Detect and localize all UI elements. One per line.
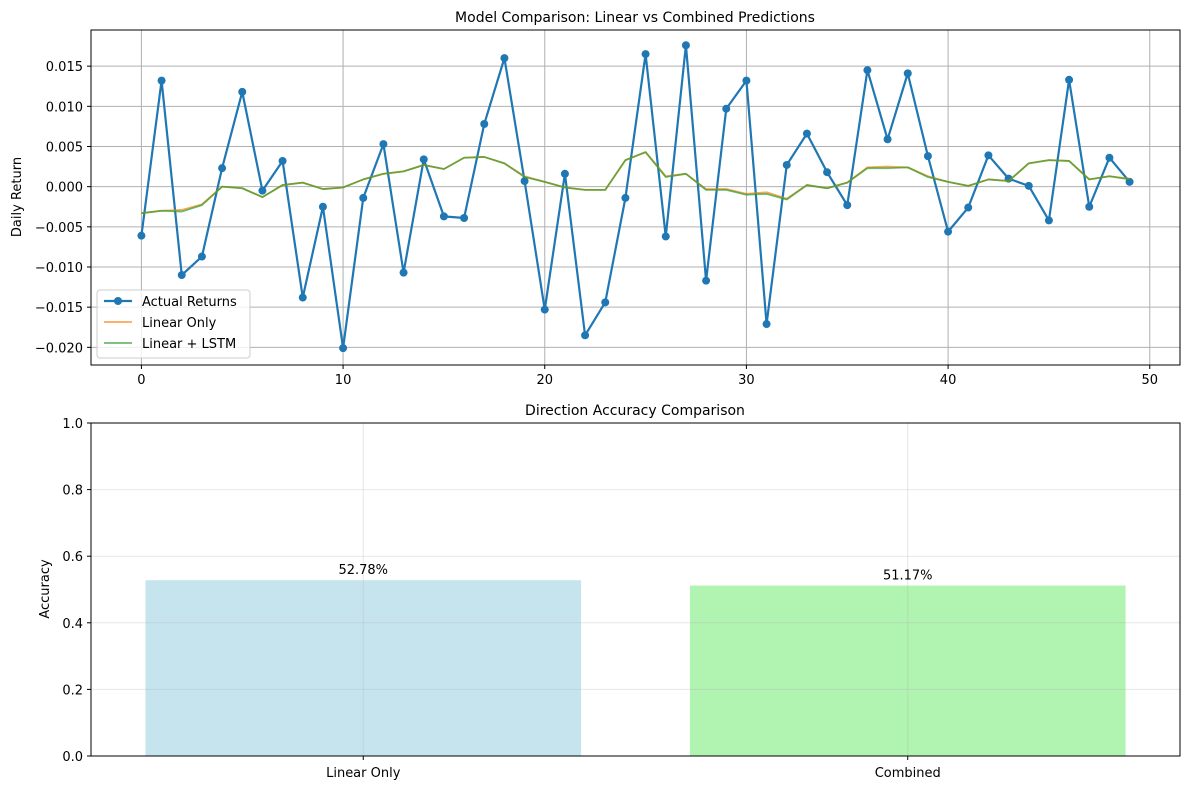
point-actual-returns [157,76,166,85]
point-actual-returns [379,140,388,149]
point-actual-returns [843,201,852,210]
bar-chart-ticks: Linear Only Combined 0.0 0.2 0.4 0.6 0.8 1.0 [62,417,940,781]
point-actual-returns [1105,153,1114,162]
bar-chart-xtick-label: Combined [875,766,941,781]
point-actual-returns [238,87,247,96]
point-actual-returns [278,156,287,165]
bar-chart-ytick-label: 0.4 [62,617,83,632]
point-actual-returns [1024,181,1033,190]
series-line-linear-lstm [141,151,1130,215]
point-actual-returns [863,66,872,75]
line-chart-legend: Actual Returns Linear Only Linear + LSTM [96,289,251,359]
bar-chart-title: Direction Accuracy Comparison [525,403,745,419]
point-actual-returns [661,232,670,241]
point-actual-returns [621,193,630,202]
point-actual-returns [419,155,428,164]
bar-chart-ytick-label: 1.0 [62,417,83,432]
point-actual-returns [439,212,448,221]
point-actual-returns [258,186,267,195]
line-chart-series [137,41,1134,353]
point-actual-returns [702,276,711,285]
point-actual-returns [137,231,146,240]
bar-chart-frame [90,422,1181,757]
point-actual-returns [601,298,610,307]
point-actual-returns [883,135,892,144]
line-chart-ytick-label: −0.015 [35,301,83,316]
line-chart-xtick-label: 30 [738,373,755,388]
point-actual-returns [964,203,973,212]
point-actual-returns [1044,216,1053,225]
line-chart-ytick-label: −0.020 [35,341,83,356]
bar-chart-ytick-label: 0.0 [62,750,83,765]
line-chart-ytick-label: −0.010 [35,261,83,276]
series-line-actual-returns [140,44,1131,350]
line-chart-xtick-label: 0 [137,373,145,388]
point-actual-returns [339,344,348,353]
legend-marker-actual [114,297,122,305]
line-chart-ytick-label: 0.010 [46,100,83,115]
point-actual-returns [1065,75,1074,84]
legend-label-actual: Actual Returns [142,295,237,310]
bar-chart-ytick-label: 0.6 [62,550,83,565]
bar-chart-ylabel: Accuracy [38,559,53,619]
point-actual-returns [802,129,811,138]
point-actual-returns [581,331,590,340]
line-chart: Model Comparison: Linear vs Combined Pre… [10,10,1181,388]
point-actual-returns [399,268,408,277]
point-actual-returns [177,271,186,280]
line-chart-grid [91,30,1180,365]
line-chart-xtick-label: 20 [536,373,553,388]
point-actual-returns [197,252,206,261]
point-actual-returns [782,160,791,169]
legend-label-lstm: Linear + LSTM [142,337,236,352]
point-actual-returns [823,168,832,177]
point-actual-returns [923,152,932,161]
bar-chart: Direction Accuracy Comparison Linear Onl… [38,403,1181,781]
point-actual-returns [298,293,307,302]
point-actual-returns [903,69,912,78]
point-actual-returns [641,50,650,59]
point-actual-returns [480,119,489,128]
point-actual-returns [722,104,731,113]
line-chart-ytick-label: 0.000 [46,181,83,196]
line-chart-title: Model Comparison: Linear vs Combined Pre… [455,10,815,26]
legend-label-linear: Linear Only [142,316,217,331]
point-actual-returns [460,213,469,222]
point-actual-returns [540,305,549,314]
line-chart-ytick-label: 0.015 [46,60,83,75]
point-actual-returns [500,54,509,63]
point-actual-returns [762,320,771,329]
line-chart-ylabel: Daily Return [10,157,25,237]
point-actual-returns [218,164,227,173]
point-actual-returns [359,193,368,202]
point-actual-returns [681,41,690,50]
point-actual-returns [944,227,953,236]
line-chart-frame [90,29,1181,366]
line-chart-xtick-label: 40 [940,373,957,388]
bar-data-label: 52.78% [338,563,388,578]
point-actual-returns [318,202,327,211]
line-chart-ytick-label: −0.005 [35,221,83,236]
legend-box [96,289,251,359]
bar-chart-ytick-label: 0.2 [62,683,83,698]
bar-linear-only [145,580,582,756]
point-actual-returns [742,76,751,85]
line-chart-xtick-label: 50 [1141,373,1158,388]
point-actual-returns [520,177,529,186]
line-chart-ytick-label: 0.005 [46,140,83,155]
line-chart-xtick-label: 10 [335,373,352,388]
bar-combined [689,585,1126,756]
point-actual-returns [1085,202,1094,211]
line-chart-ticks: 0 10 20 30 40 50 −0.020 −0.015 −0.010 −0.005 0.000… [35,60,1158,388]
bar-data-label: 51.17% [883,569,933,584]
point-actual-returns [984,151,993,160]
bar-chart-bars [145,580,1126,756]
point-actual-returns [560,169,569,178]
bar-chart-ytick-label: 0.8 [62,484,83,499]
bar-chart-data-labels: 52.78% 51.17% [338,563,932,583]
bar-chart-xtick-label: Linear Only [326,766,401,781]
